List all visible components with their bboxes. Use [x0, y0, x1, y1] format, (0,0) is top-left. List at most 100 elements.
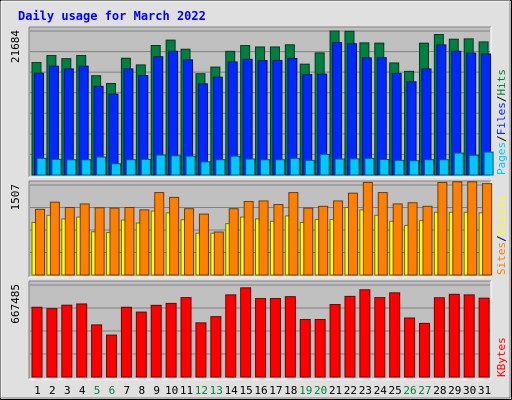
bar-files-day-15	[242, 58, 253, 176]
day-label-28: 28	[433, 384, 446, 397]
bar-kbytes-day-26	[404, 317, 416, 378]
bar-sites-day-26	[407, 202, 418, 276]
panels-group: 21684Pages/Files/Hits1507Sites/Visits667…	[9, 26, 508, 380]
bar-pages-day-25	[394, 159, 405, 176]
bar-kbytes-day-30	[463, 294, 475, 378]
day-label-8: 8	[138, 384, 145, 397]
day-label-3: 3	[64, 384, 71, 397]
bar-sites-day-30	[467, 181, 478, 276]
bar-sites-day-11	[184, 208, 195, 276]
bar-pages-day-3	[66, 159, 77, 176]
legend-item: Pages	[495, 142, 508, 175]
day-label-4: 4	[79, 384, 86, 397]
bar-kbytes-day-1	[31, 306, 43, 378]
bar-pages-day-11	[185, 155, 196, 176]
bar-pages-day-20	[319, 153, 330, 176]
bar-kbytes-day-21	[329, 304, 341, 378]
bar-files-day-24	[376, 57, 387, 176]
bar-kbytes-day-2	[46, 308, 58, 378]
day-label-1: 1	[34, 384, 41, 397]
bar-pages-day-9	[155, 154, 166, 176]
bar-sites-day-1	[35, 208, 45, 276]
bar-pages-day-8	[140, 158, 151, 176]
day-label-30: 30	[463, 384, 476, 397]
bar-pages-day-14	[230, 155, 241, 176]
day-label-15: 15	[239, 384, 252, 397]
bar-sites-day-21	[333, 200, 344, 276]
bar-pages-day-30	[468, 154, 479, 176]
legend-item: /	[495, 235, 508, 242]
bar-pages-day-15	[245, 158, 256, 176]
bar-sites-day-16	[258, 200, 269, 276]
bar-files-day-6	[108, 93, 119, 176]
max-value-label: 1507	[9, 184, 22, 211]
bar-pages-day-27	[423, 159, 434, 176]
bar-kbytes-day-13	[210, 316, 222, 378]
bar-sites-day-22	[347, 192, 358, 276]
bar-kbytes-day-5	[91, 324, 103, 378]
bar-pages-day-19	[304, 159, 315, 176]
bar-kbytes-day-19	[299, 319, 311, 378]
bar-pages-day-18	[289, 157, 300, 176]
day-label-27: 27	[418, 384, 431, 397]
bar-pages-day-29	[453, 152, 464, 176]
bar-kbytes-day-4	[76, 303, 88, 378]
bar-kbytes-day-10	[165, 302, 177, 378]
bar-pages-day-23	[364, 157, 375, 176]
bar-sites-day-14	[228, 208, 239, 276]
max-value-label: 667485	[9, 284, 22, 324]
day-label-16: 16	[254, 384, 267, 397]
bar-files-day-23	[361, 57, 372, 176]
bar-files-day-7	[123, 68, 134, 176]
day-label-25: 25	[389, 384, 402, 397]
bar-sites-day-31	[482, 183, 493, 276]
bar-files-day-3	[63, 68, 74, 176]
bar-sites-day-10	[169, 196, 180, 276]
bar-sites-day-19	[303, 207, 314, 276]
legend-item: Files	[495, 102, 508, 135]
day-label-26: 26	[403, 384, 416, 397]
day-label-9: 9	[153, 384, 160, 397]
day-label-18: 18	[284, 384, 297, 397]
bar-files-day-27	[421, 68, 432, 176]
bar-sites-day-12	[198, 213, 209, 276]
bar-sites-day-8	[139, 209, 150, 276]
bar-files-day-25	[391, 72, 402, 176]
day-labels: 1 2 3 4 5 6 7 8 9 10 11 12 13 14 15 16 17 18 19 20 21 22 23 24 2…	[34, 384, 491, 397]
bar-kbytes-day-12	[195, 322, 207, 378]
bar-pages-day-7	[125, 159, 136, 176]
bar-pages-day-5	[96, 156, 107, 176]
bar-pages-day-21	[334, 158, 345, 176]
panel-3: 667485 KBytes	[9, 280, 508, 380]
day-label-12: 12	[195, 384, 208, 397]
legend-item: KBytes	[495, 337, 508, 377]
day-label-13: 13	[210, 384, 223, 397]
day-label-2: 2	[49, 384, 56, 397]
day-label-5: 5	[94, 384, 101, 397]
legend-item: Visits	[495, 196, 508, 236]
bar-pages-day-22	[349, 158, 360, 176]
bar-kbytes-day-3	[61, 304, 73, 378]
day-label-6: 6	[109, 384, 116, 397]
bar-sites-day-15	[243, 201, 254, 276]
panel-2: 1507 Sites/Visits	[9, 180, 508, 278]
bar-files-day-12	[197, 83, 208, 176]
bar-sites-day-29	[452, 181, 463, 276]
bar-sites-day-2	[49, 201, 60, 276]
bar-files-day-16	[257, 60, 268, 176]
bar-files-day-21	[332, 42, 343, 176]
bar-kbytes-day-25	[389, 292, 401, 378]
bar-kbytes-day-18	[284, 296, 296, 378]
legend: KBytes	[495, 337, 508, 377]
day-label-14: 14	[225, 384, 239, 397]
bar-files-day-17	[272, 59, 283, 176]
bar-kbytes-day-8	[135, 311, 147, 378]
bar-kbytes-day-16	[255, 298, 267, 378]
bar-sites-day-25	[392, 203, 403, 276]
bar-sites-day-5	[94, 207, 105, 276]
day-label-21: 21	[329, 384, 342, 397]
bar-kbytes-day-31	[478, 297, 490, 378]
day-label-31: 31	[478, 384, 491, 397]
bar-pages-day-16	[260, 159, 271, 176]
